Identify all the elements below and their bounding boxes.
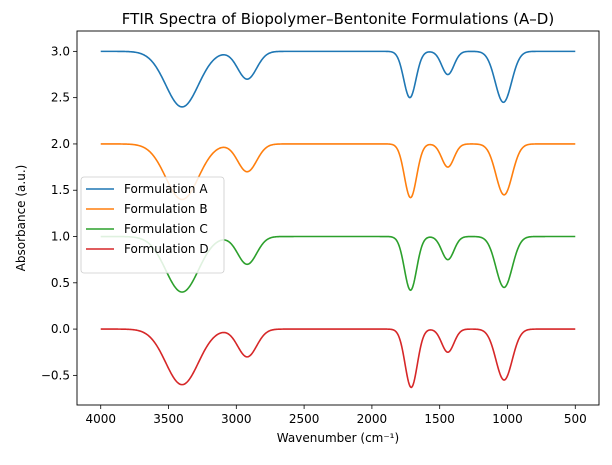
chart-title: FTIR Spectra of Biopolymer–Bentonite For… — [122, 10, 554, 28]
axes-frame — [76, 30, 600, 406]
x-tick-label: 1500 — [424, 412, 455, 426]
x-tick-label: 2500 — [289, 412, 320, 426]
y-axis-label: Absorbance (a.u.) — [14, 165, 28, 272]
y-ticks: −0.5 0.0 0.5 1.0 1.5 2.0 2.5 3.0 — [41, 44, 77, 382]
x-axis-label: Wavenumber (cm⁻¹) — [277, 431, 399, 445]
y-tick-label: 3.0 — [51, 44, 70, 58]
series-line-4 — [100, 328, 576, 389]
x-tick-label: 3000 — [221, 412, 252, 426]
legend: Formulation A Formulation B Formulation C F… — [80, 176, 225, 274]
y-tick-label: −0.5 — [41, 368, 70, 382]
series-line-3 — [100, 235, 576, 293]
legend-entry: Formulation A — [124, 182, 208, 196]
x-tick-label: 500 — [564, 412, 587, 426]
legend-box — [80, 176, 225, 274]
x-tick-label: 2000 — [357, 412, 388, 426]
x-ticks: 4000 3500 3000 2500 2000 1500 1000 500 — [85, 405, 587, 426]
series-line-1 — [100, 50, 576, 108]
y-tick-label: 0.5 — [51, 276, 70, 290]
x-tick-label: 3500 — [153, 412, 184, 426]
y-tick-label: 1.0 — [51, 230, 70, 244]
y-tick-label: 1.5 — [51, 183, 70, 197]
legend-entry: Formulation B — [124, 202, 208, 216]
y-tick-label: 2.0 — [51, 137, 70, 151]
legend-entry: Formulation D — [124, 242, 209, 256]
y-tick-label: 2.5 — [51, 91, 70, 105]
y-tick-label: 0.0 — [51, 322, 70, 336]
x-tick-label: 1000 — [492, 412, 523, 426]
legend-entry: Formulation C — [124, 222, 208, 236]
x-tick-label: 4000 — [85, 412, 116, 426]
